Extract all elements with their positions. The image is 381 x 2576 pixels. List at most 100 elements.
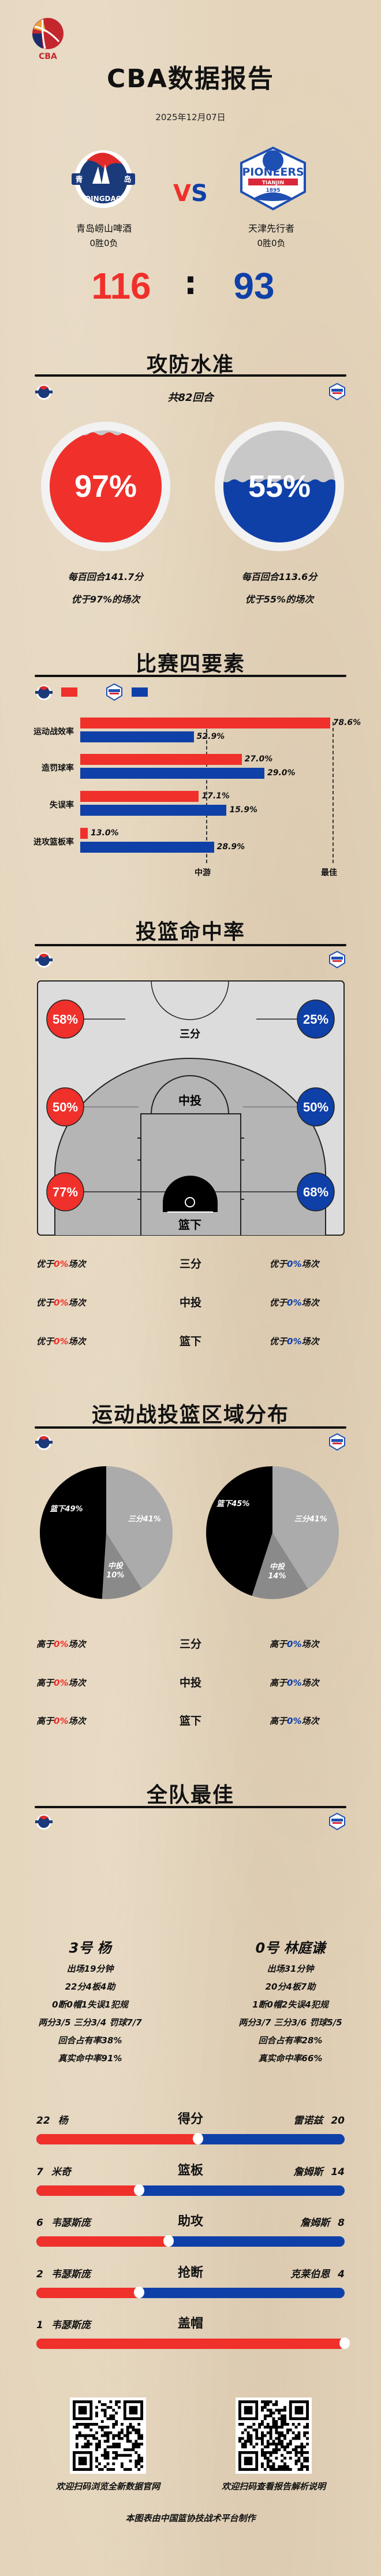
- pie-value: 14%: [268, 1572, 286, 1581]
- svg-text:1895: 1895: [266, 188, 280, 194]
- away-leader: 克莱伯恩 4: [290, 2266, 345, 2280]
- rank-suffix: 场次: [301, 1678, 319, 1688]
- svg-text:CBA: CBA: [39, 52, 57, 61]
- home-leader: 1 韦瑟斯庞: [36, 2317, 91, 2331]
- leader-bar-knob: [339, 2337, 350, 2349]
- away-player-stat-line: 1断0帽2失误4犯规: [252, 1999, 328, 2010]
- svg-text:青: 青: [75, 175, 83, 184]
- leader-category: 得分: [177, 2112, 203, 2127]
- mid-reference-line: [206, 729, 207, 863]
- away-factor-bar: [80, 731, 194, 742]
- away-leader: 詹姆斯 8: [300, 2214, 345, 2229]
- away-leader-name: 詹姆斯: [293, 2166, 323, 2178]
- pie-label: 中投: [108, 1561, 124, 1570]
- home-fg-percent: 50%: [53, 1100, 78, 1114]
- rank-suffix: 场次: [68, 1259, 86, 1269]
- home-efficiency-percent: 97%: [74, 469, 137, 504]
- away-better-than: 优于55%的场次: [245, 594, 314, 605]
- svg-text:TIANJIN: TIANJIN: [262, 180, 284, 186]
- home-factor-value: 78.6%: [333, 718, 361, 727]
- pie-label: 中投: [270, 1562, 286, 1571]
- rank-prefix: 高于: [270, 1639, 287, 1649]
- zone-label: 中投: [179, 1677, 201, 1689]
- away-factor-value: 29.0%: [267, 768, 296, 778]
- section-title-shooting: 投篮命中率: [135, 920, 245, 944]
- home-leader-fill: [36, 2339, 345, 2349]
- away-rank-text: 优于0%场次: [270, 1258, 319, 1270]
- away-player-stat-line: 真实命中率66%: [258, 2053, 323, 2064]
- away-player-stat-line: 出场31分钟: [267, 1964, 314, 1974]
- report-date: 2025年12月07日: [155, 112, 226, 122]
- section-title-efficiency: 攻防水准: [146, 353, 234, 377]
- away-team-mini-logo: [328, 382, 346, 401]
- away-factor-bar: [80, 768, 264, 779]
- home-better-than: 优于97%的场次: [71, 594, 140, 605]
- four-factors-legend: [35, 683, 148, 701]
- zone-label: 篮下: [179, 1715, 201, 1727]
- leader-category: 篮板: [177, 2164, 203, 2178]
- qr-pattern: [238, 2400, 309, 2471]
- away-team-name: 天津先行者: [248, 223, 294, 234]
- qr-code-data-site[interactable]: [70, 2397, 146, 2474]
- home-factor-value: 13.0%: [91, 828, 119, 838]
- leader-comparison-bar: [36, 2134, 345, 2144]
- away-rank-text: 高于0%场次: [270, 1677, 319, 1689]
- home-player-stat-line: 真实命中率91%: [58, 2053, 122, 2064]
- legend-swatch-home: [61, 687, 77, 697]
- zone-label: 中投: [179, 1296, 201, 1309]
- home-leader: 6 韦瑟斯庞: [36, 2214, 91, 2229]
- home-score: 116: [91, 265, 151, 307]
- home-factor-bar: [80, 791, 199, 802]
- rank-value: 0%: [54, 1336, 69, 1347]
- lane-marks: [137, 1138, 244, 1200]
- zone-label-three: 三分: [180, 1028, 200, 1040]
- away-rank-text: 高于0%场次: [270, 1638, 319, 1650]
- home-factor-value: 17.1%: [201, 791, 230, 801]
- away-factor-value: 52.9%: [196, 732, 225, 741]
- mid-reference-label: 中游: [195, 868, 211, 878]
- away-pie-slice-1: [252, 1533, 308, 1599]
- home-leader-fill: [36, 2185, 139, 2196]
- page-title: CBA数据报告: [107, 64, 274, 94]
- home-rank-text: 高于0%场次: [36, 1677, 86, 1689]
- pie-label: 三分41%: [128, 1515, 161, 1524]
- away-factor-bar: [80, 842, 214, 853]
- home-pie-slice-1: [102, 1533, 142, 1599]
- home-pie-slice-0: [106, 1466, 173, 1589]
- away-leader: 雷诺兹 20: [293, 2112, 345, 2127]
- home-fg-percent: 58%: [53, 1012, 78, 1027]
- qr-code-report-guide[interactable]: [236, 2397, 312, 2474]
- center-circle: [151, 980, 229, 1020]
- section-divider: [35, 374, 346, 377]
- leader-comparison-bar: [36, 2236, 345, 2247]
- home-leader-value: 6: [36, 2217, 43, 2229]
- rank-suffix: 场次: [301, 1259, 319, 1269]
- home-fg-badge: [46, 999, 84, 1039]
- rank-prefix: 优于: [270, 1259, 287, 1269]
- home-factor-bar: [80, 828, 88, 839]
- zone-label: 篮下: [179, 1335, 201, 1348]
- rank-value: 0%: [287, 1298, 302, 1308]
- home-per100: 每百回合141.7分: [68, 571, 144, 582]
- possessions-count: 共82回合: [167, 392, 214, 404]
- leader-category: 助攻: [177, 2214, 203, 2229]
- hoop-icon: [185, 1197, 195, 1207]
- home-leader-fill: [36, 2288, 139, 2298]
- home-team-record: 0胜0负: [89, 238, 118, 248]
- home-leader-name: 韦瑟斯庞: [51, 2319, 91, 2331]
- rank-suffix: 场次: [68, 1716, 86, 1726]
- away-player-stat-line: 20分4板7助: [265, 1982, 316, 1992]
- section-divider: [35, 1426, 346, 1429]
- home-rank-text: 优于0%场次: [36, 1335, 86, 1347]
- away-team-record: 0胜0负: [257, 238, 286, 248]
- away-fg-percent: 68%: [303, 1185, 328, 1199]
- leader-comparison-bar: [36, 2185, 345, 2196]
- away-fg-badge: [297, 1172, 335, 1211]
- svg-text:岛: 岛: [124, 175, 131, 184]
- rank-prefix: 优于: [270, 1336, 287, 1347]
- home-efficiency-gauge: 97%: [40, 421, 171, 552]
- rank-suffix: 场次: [301, 1298, 319, 1308]
- best-reference-line: [333, 722, 334, 863]
- best-reference-label: 最佳: [321, 868, 337, 878]
